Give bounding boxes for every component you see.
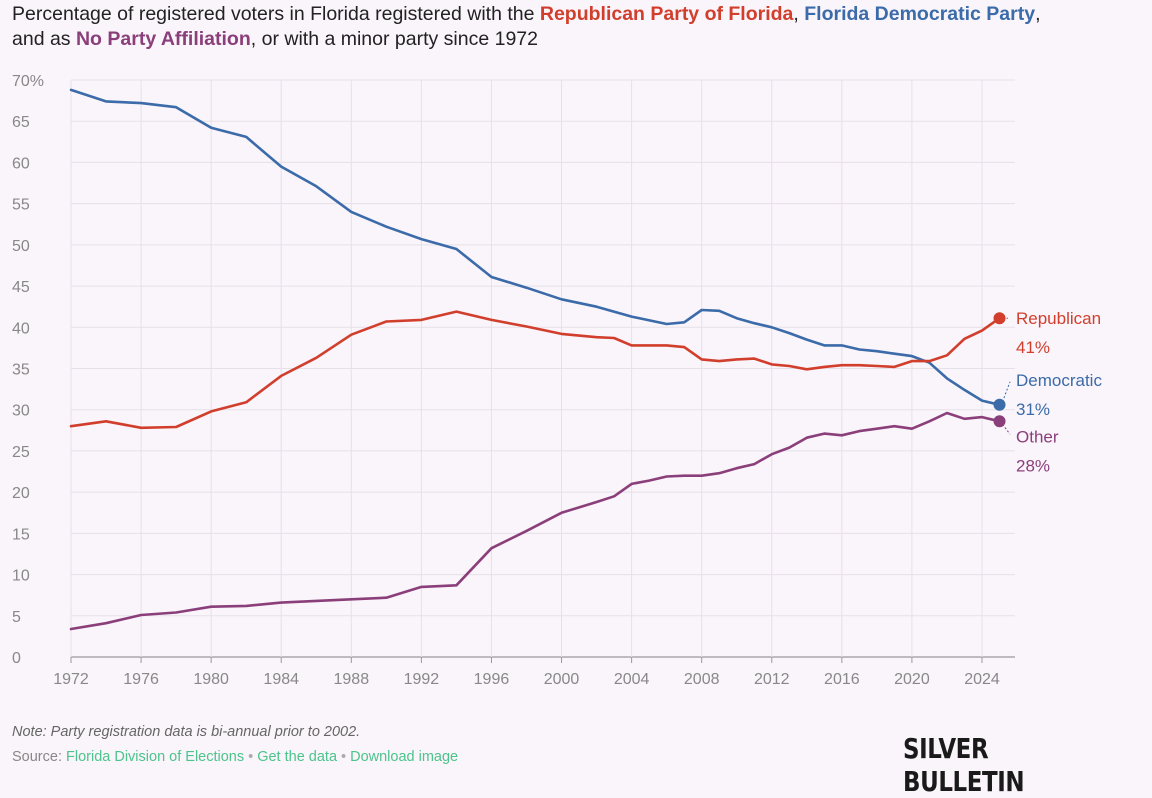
other-leader-line [1002, 423, 1011, 435]
x-tick-label: 2024 [964, 671, 1000, 688]
y-tick-label: 15 [12, 526, 30, 543]
x-tick-label: 1972 [53, 671, 89, 688]
y-tick-label: 10 [12, 568, 30, 585]
separator-dot: • [341, 749, 347, 765]
axes: 0 5 10 15 20 25 30 35 40 45 50 55 60 65 70% 1972 1976 198… [12, 73, 1000, 688]
democratic-line [69, 88, 1001, 407]
x-tick-label: 1980 [193, 671, 229, 688]
y-tick-label: 0 [12, 650, 21, 667]
title-republican: Republican Party of Florida [539, 3, 794, 25]
title-part3: , [1035, 3, 1041, 25]
source-label: Source: [12, 749, 62, 765]
y-tick-label: 65 [12, 114, 30, 131]
title-part4: and as [12, 28, 76, 50]
title-npa: No Party Affiliation [75, 28, 251, 50]
x-tick-label: 1984 [263, 671, 299, 688]
democratic-end-label: Democratic [1016, 371, 1102, 390]
x-tick-label: 2020 [894, 671, 930, 688]
x-tick-label: 1976 [123, 671, 159, 688]
y-tick-label: 40 [12, 320, 30, 337]
series-lines [69, 88, 1001, 631]
x-tick-label: 1988 [334, 671, 370, 688]
footnote: Note: Party registration data is bi-annu… [12, 724, 361, 740]
x-tick-label: 2008 [684, 671, 720, 688]
title-part2: , [793, 3, 805, 25]
x-tick-label: 2004 [614, 671, 650, 688]
x-tick-label: 2000 [544, 671, 580, 688]
other-end-marker [993, 415, 1006, 428]
republican-end-value: 41% [1016, 338, 1050, 357]
other-line [69, 411, 1001, 631]
x-tick-label: 1992 [404, 671, 440, 688]
title-democratic: Florida Democratic Party [804, 3, 1036, 25]
x-tick-label: 2016 [824, 671, 860, 688]
grid-lines [70, 79, 1015, 658]
y-tick-label: 60 [12, 155, 30, 172]
y-tick-label: 25 [12, 444, 30, 461]
title-part1: Percentage of registered voters in Flori… [12, 3, 540, 25]
y-tick-label: 20 [12, 485, 30, 502]
y-tick-label: 55 [12, 197, 30, 214]
democratic-end-marker [993, 398, 1006, 411]
republican-line [69, 310, 1001, 430]
y-tick-label: 45 [12, 279, 30, 296]
line-chart: 0 5 10 15 20 25 30 35 40 45 50 55 60 65 70% 1972 1976 198… [12, 73, 1102, 688]
separator-dot: • [248, 749, 254, 765]
y-tick-label: 35 [12, 362, 30, 379]
y-tick-label: 30 [12, 403, 30, 420]
other-end-value: 28% [1016, 456, 1050, 475]
democratic-end-value: 31% [1016, 400, 1050, 419]
democratic-leader-line [1002, 381, 1011, 402]
brand-logo: SILVER BULLETIN [903, 732, 1025, 798]
end-labels: Democratic 31% Republican 41% Other 28% [993, 309, 1102, 475]
republican-end-marker [993, 312, 1006, 325]
republican-end-label: Republican [1016, 309, 1101, 328]
chart-title: Percentage of registered voters in Flori… [12, 2, 1137, 52]
download-image-link[interactable]: Download image [350, 749, 459, 765]
title-part5: , or with a minor party since 1972 [250, 28, 538, 50]
x-tick-label: 1996 [474, 671, 510, 688]
y-tick-label: 70% [12, 73, 44, 90]
x-tick-label: 2012 [754, 671, 790, 688]
other-end-label: Other [1016, 427, 1059, 446]
source-line: Source: Florida Division of Elections • Ge… [12, 749, 458, 765]
source-link[interactable]: Florida Division of Elections [66, 749, 245, 765]
y-tick-label: 50 [12, 238, 30, 255]
y-tick-label: 5 [12, 609, 21, 626]
get-data-link[interactable]: Get the data [257, 749, 338, 765]
